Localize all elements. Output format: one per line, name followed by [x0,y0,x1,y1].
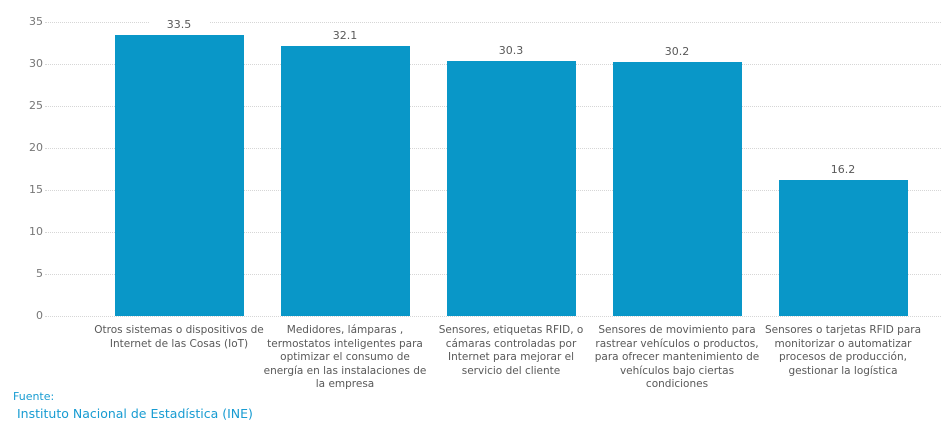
y-tick-label-15: 15 [29,183,43,196]
gridline-y35 [45,22,941,23]
bar-value-label-3: 30.3 [481,44,541,58]
category-label-3: Sensores, etiquetas RFID, o cámaras cont… [438,324,584,377]
y-tick-label-30: 30 [29,57,43,70]
bar-series-1[interactable] [114,34,244,316]
bar-series-5[interactable] [778,179,908,316]
category-label-2: Medidores, lámparas , termostatos inteli… [263,324,427,390]
y-tick-label-25: 25 [29,99,43,112]
y-tick-label-0: 0 [36,309,43,322]
category-label-1: Otros sistemas o dispositivos de Interne… [94,324,264,350]
bar-series-2[interactable] [280,46,410,316]
bar-series-4[interactable] [612,62,742,316]
source-label: Fuente: [13,390,55,403]
y-tick-label-20: 20 [29,141,43,154]
y-tick-label-10: 10 [29,225,43,238]
bar-value-label-5: 16.2 [813,162,873,176]
bar-value-label-4: 30.2 [647,45,707,59]
y-tick-label-5: 5 [36,267,43,280]
category-label-4: Sensores de movimiento para rastrear veh… [594,324,760,390]
category-label-5: Sensores o tarjetas RFID para monitoriza… [764,324,922,377]
y-tick-label-35: 35 [29,15,43,28]
bar-series-3[interactable] [446,61,576,316]
bar-value-label-1: 33.5 [149,17,209,31]
bar-value-label-2: 32.1 [315,29,375,43]
source-link[interactable]: Instituto Nacional de Estadística (INE) [17,406,253,421]
gridline-y0 [45,316,941,317]
